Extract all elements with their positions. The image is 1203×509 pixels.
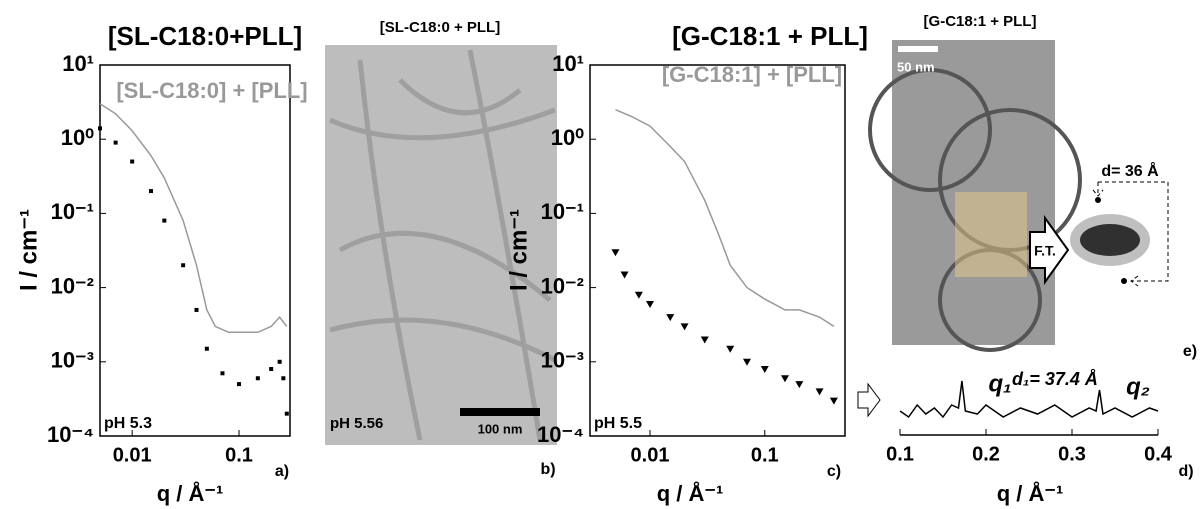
data-point xyxy=(726,345,735,353)
data-point xyxy=(181,263,186,268)
y-tick-label: 10⁻⁴ xyxy=(537,422,584,447)
data-point xyxy=(634,291,643,299)
panel-label: a) xyxy=(275,463,289,480)
x-tick-label: 0.1 xyxy=(886,443,914,465)
data-point xyxy=(620,271,629,279)
annotation: d₁= 37.4 Å xyxy=(1012,369,1098,389)
panel-label: d) xyxy=(1178,463,1193,480)
panel-label: b) xyxy=(540,461,555,478)
data-point xyxy=(780,375,789,383)
series-line xyxy=(99,103,288,334)
data-point xyxy=(194,307,199,312)
y-tick-label: 10⁻³ xyxy=(51,348,94,373)
series-line xyxy=(615,108,835,328)
panel-label: e) xyxy=(1183,343,1197,360)
x-tick-label: 0.3 xyxy=(1058,443,1086,465)
data-point xyxy=(237,382,242,387)
image-annotation: pH 5.56 xyxy=(330,415,383,432)
plot-frame xyxy=(99,64,291,437)
data-point xyxy=(760,365,769,373)
panel-label: c) xyxy=(827,463,841,480)
y-tick-label: 10⁻¹ xyxy=(541,199,584,224)
y-axis-label: I / cm⁻¹ xyxy=(15,209,42,291)
x-axis-label: q / Å⁻¹ xyxy=(657,480,724,506)
y-axis-label: I / cm⁻¹ xyxy=(505,209,532,291)
data-point xyxy=(815,388,824,396)
annotation: q₁ xyxy=(988,370,1011,397)
series-line xyxy=(899,380,1159,419)
x-tick-label: 0.01 xyxy=(113,444,152,466)
data-point xyxy=(277,359,282,364)
y-tick-label: 10⁻² xyxy=(51,273,94,298)
y-tick-label: 10¹ xyxy=(552,51,584,76)
data-point xyxy=(162,218,167,223)
data-point xyxy=(220,371,225,376)
annotation: pH 5.5 xyxy=(594,415,642,432)
tem-image-b xyxy=(325,45,557,445)
y-tick-label: 10⁰ xyxy=(61,125,94,150)
image-title: [G-C18:1 + PLL] xyxy=(924,13,1037,30)
chart-title: [SL-C18:0+PLL] xyxy=(108,21,302,51)
data-point xyxy=(113,140,118,145)
data-point xyxy=(98,126,102,131)
y-tick-label: 10⁰ xyxy=(551,125,584,150)
legend-entry: [SL-C18:0] + [PLL] xyxy=(116,78,307,103)
x-tick-label: 0.01 xyxy=(631,444,670,466)
y-tick-label: 10⁻⁴ xyxy=(47,422,94,447)
image-title: [SL-C18:0 + PLL] xyxy=(380,19,500,36)
x-axis-label: q / Å⁻¹ xyxy=(997,480,1064,506)
data-point xyxy=(795,381,804,389)
fft-label: d= 36 Å xyxy=(1101,161,1159,180)
data-point xyxy=(700,336,709,344)
annotation: q₂ xyxy=(1126,373,1150,400)
arrow-label: F.T. xyxy=(1034,243,1056,259)
x-tick-label: 0.2 xyxy=(972,443,1000,465)
y-tick-label: 10⁻² xyxy=(541,273,584,298)
legend-entry: [G-C18:1] + [PLL] xyxy=(662,62,842,87)
data-point xyxy=(611,249,620,257)
x-tick-label: 0.4 xyxy=(1144,443,1173,465)
data-point xyxy=(281,376,286,381)
y-tick-label: 10⁻³ xyxy=(541,348,584,373)
data-point xyxy=(666,314,675,322)
annotation: pH 5.3 xyxy=(104,415,152,432)
x-axis-label: q / Å⁻¹ xyxy=(157,480,224,506)
data-point xyxy=(148,189,153,194)
data-point xyxy=(646,301,655,309)
chart-title: [G-C18:1 + PLL] xyxy=(672,21,868,51)
data-point xyxy=(130,159,135,164)
x-tick-label: 0.1 xyxy=(225,444,253,466)
y-tick-label: 10⁻¹ xyxy=(51,199,94,224)
tem-image-e xyxy=(857,40,1169,418)
data-point xyxy=(680,323,689,331)
data-point xyxy=(204,346,209,351)
x-tick-label: 0.1 xyxy=(751,444,779,466)
data-point xyxy=(269,366,274,371)
data-point xyxy=(284,411,289,416)
data-point xyxy=(743,358,752,366)
data-point xyxy=(255,376,260,381)
plot-frame xyxy=(589,64,846,437)
y-tick-label: 10¹ xyxy=(62,51,94,76)
scale-bar-label: 50 nm xyxy=(897,59,935,74)
scale-bar-label: 100 nm xyxy=(478,421,523,436)
data-point xyxy=(829,397,838,405)
